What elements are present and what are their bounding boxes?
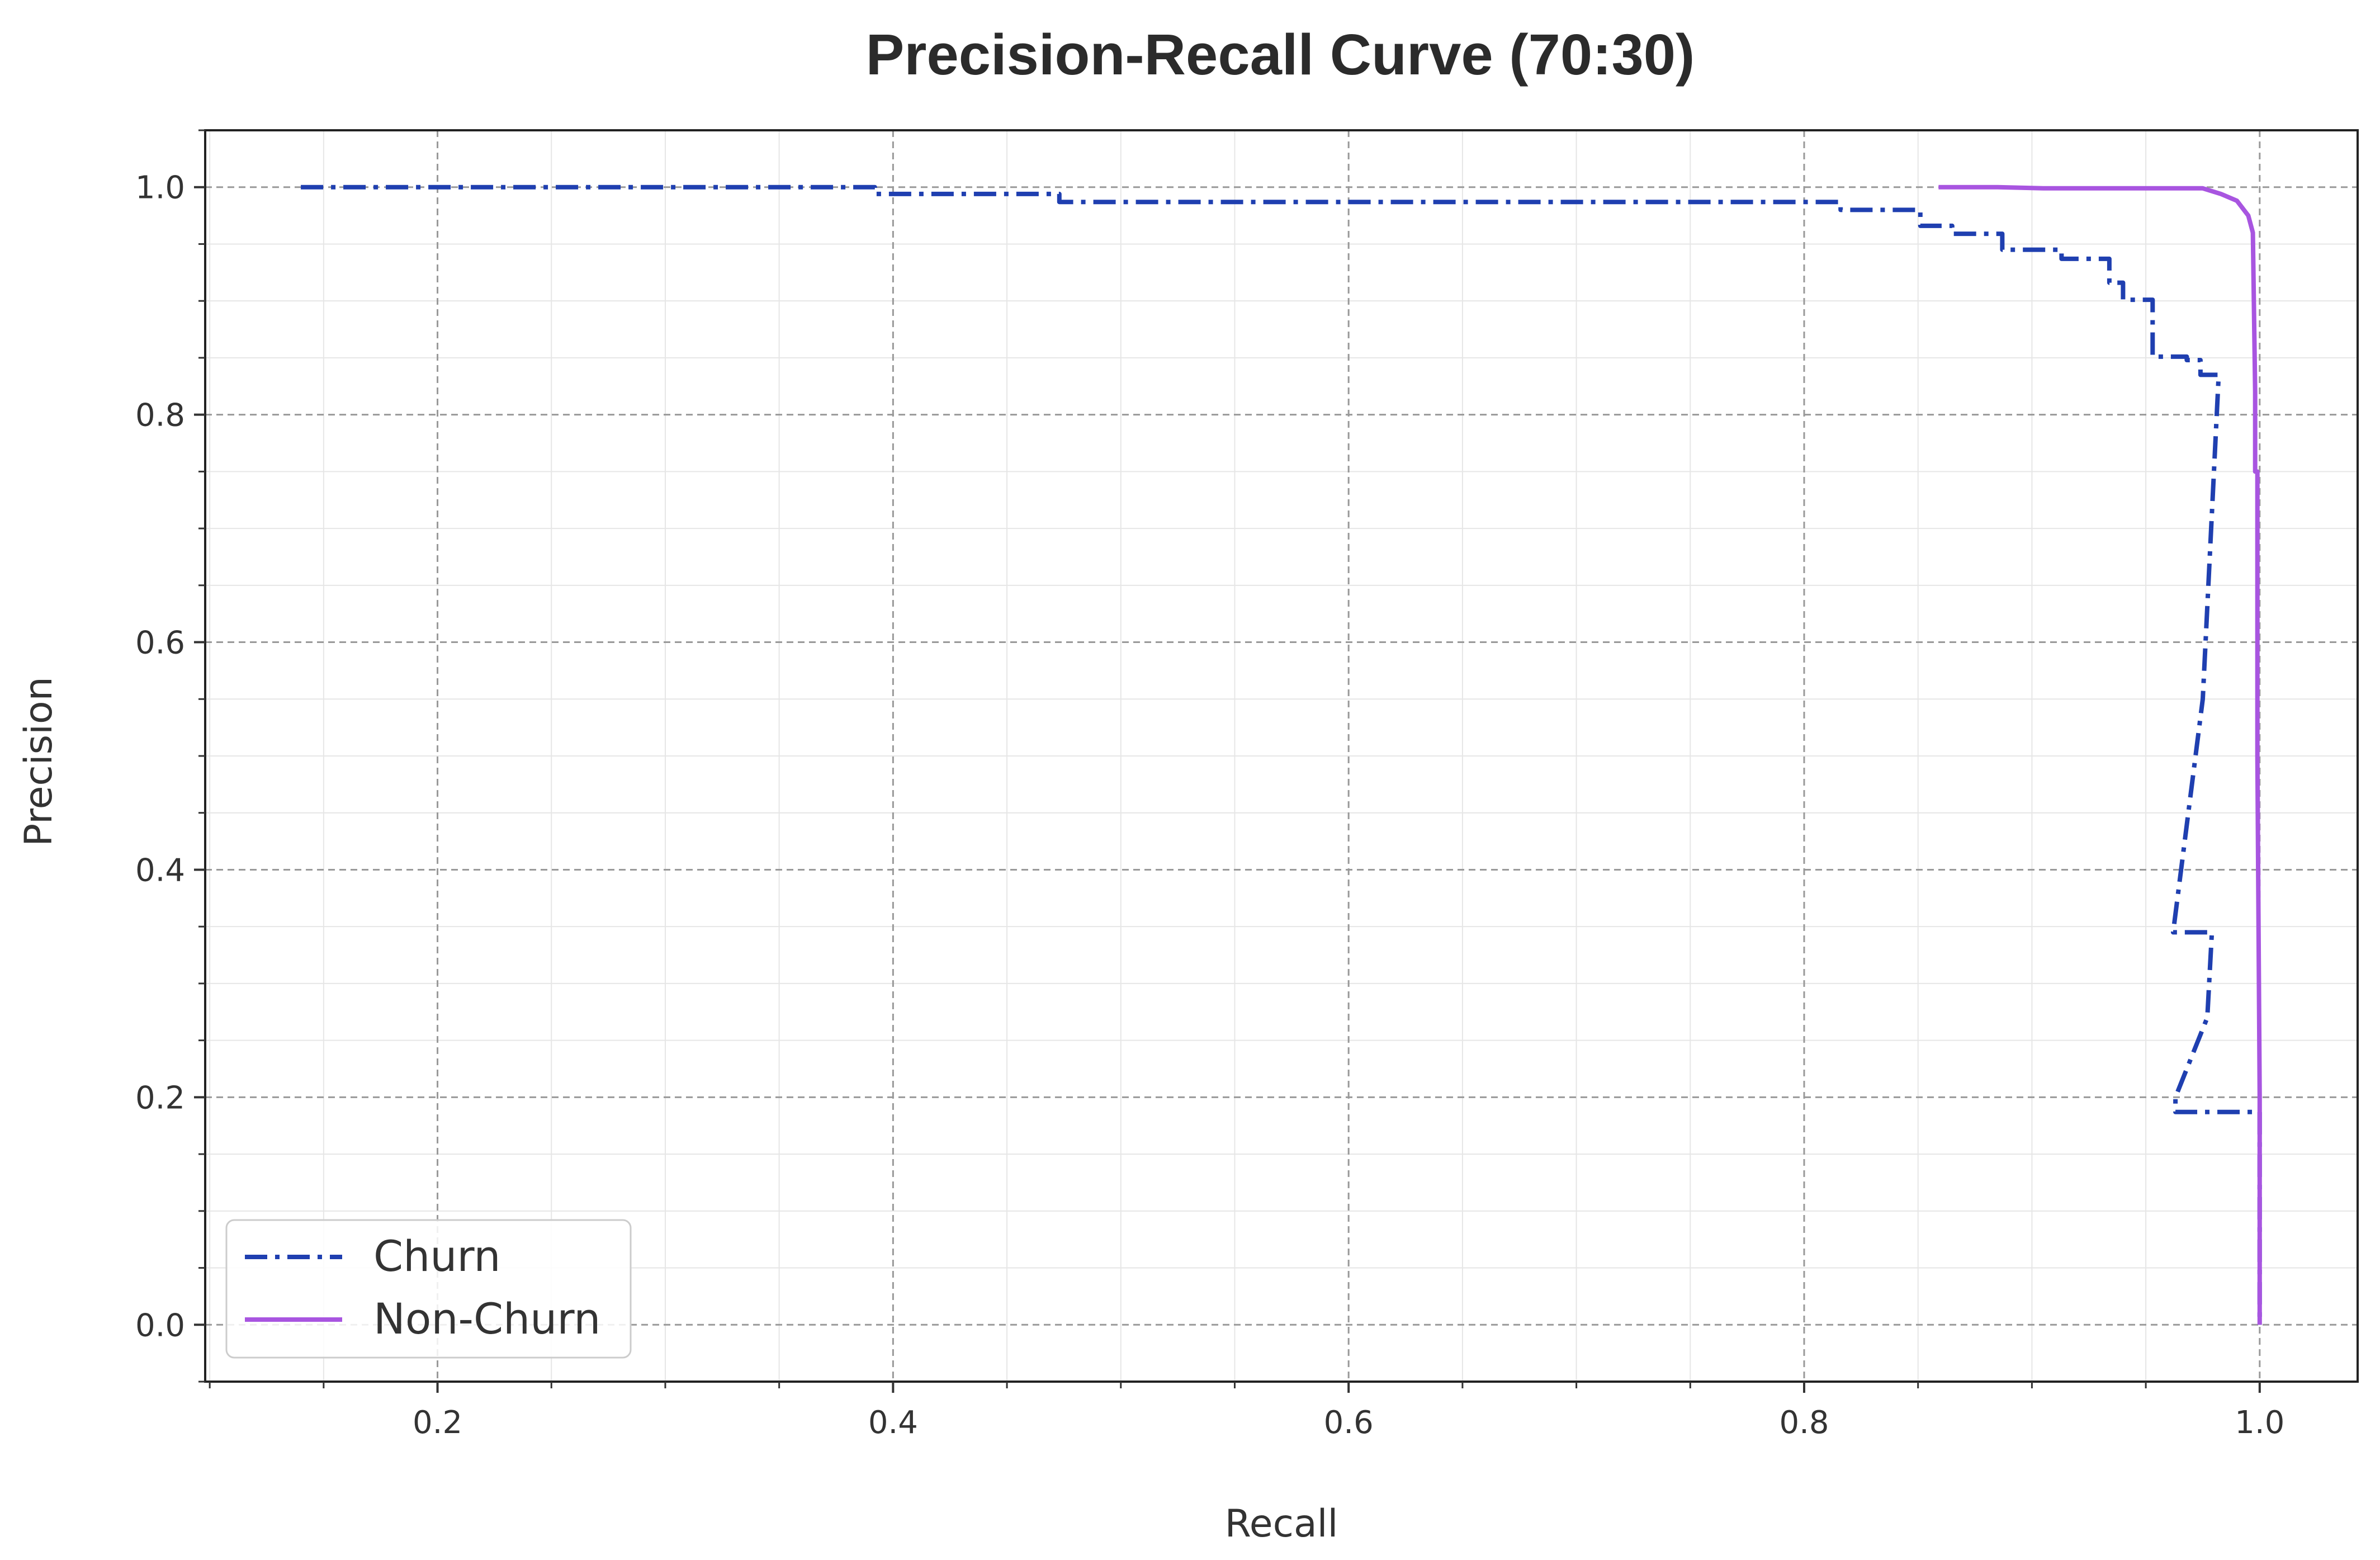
y-axis-label: Precision xyxy=(17,677,61,846)
y-tick-label: 0.0 xyxy=(135,1307,185,1344)
y-tick-label: 0.2 xyxy=(135,1080,185,1116)
x-tick-label: 0.6 xyxy=(1324,1405,1374,1441)
series-line-non-churn xyxy=(1938,185,2262,1325)
y-tick-label: 0.6 xyxy=(135,625,185,661)
chart-title: Precision-Recall Curve (70:30) xyxy=(866,22,1695,87)
y-tick-label: 0.4 xyxy=(135,852,185,888)
x-tick-label: 0.8 xyxy=(1779,1405,1829,1441)
series-layer xyxy=(301,185,2262,1325)
x-tick-label: 1.0 xyxy=(2235,1405,2284,1441)
y-tick-label: 0.8 xyxy=(135,398,185,434)
legend-box xyxy=(225,1219,632,1359)
x-axis-label: Recall xyxy=(1225,1502,1338,1546)
legend-label-non-churn: Non-Churn xyxy=(373,1294,600,1344)
legend-label-churn: Churn xyxy=(373,1231,500,1281)
ticks-layer: 0.2 0.4 0.6 0.8 1.0 0.0 0.2 0.4 0.6 0.8 1.0 xyxy=(135,129,2284,1441)
y-tick-label: 1.0 xyxy=(135,170,185,206)
x-tick-label: 0.4 xyxy=(868,1405,918,1441)
series-line-churn xyxy=(301,185,2262,1325)
legend: Churn Non-Churn xyxy=(225,1219,632,1359)
x-tick-label: 0.2 xyxy=(413,1405,462,1441)
